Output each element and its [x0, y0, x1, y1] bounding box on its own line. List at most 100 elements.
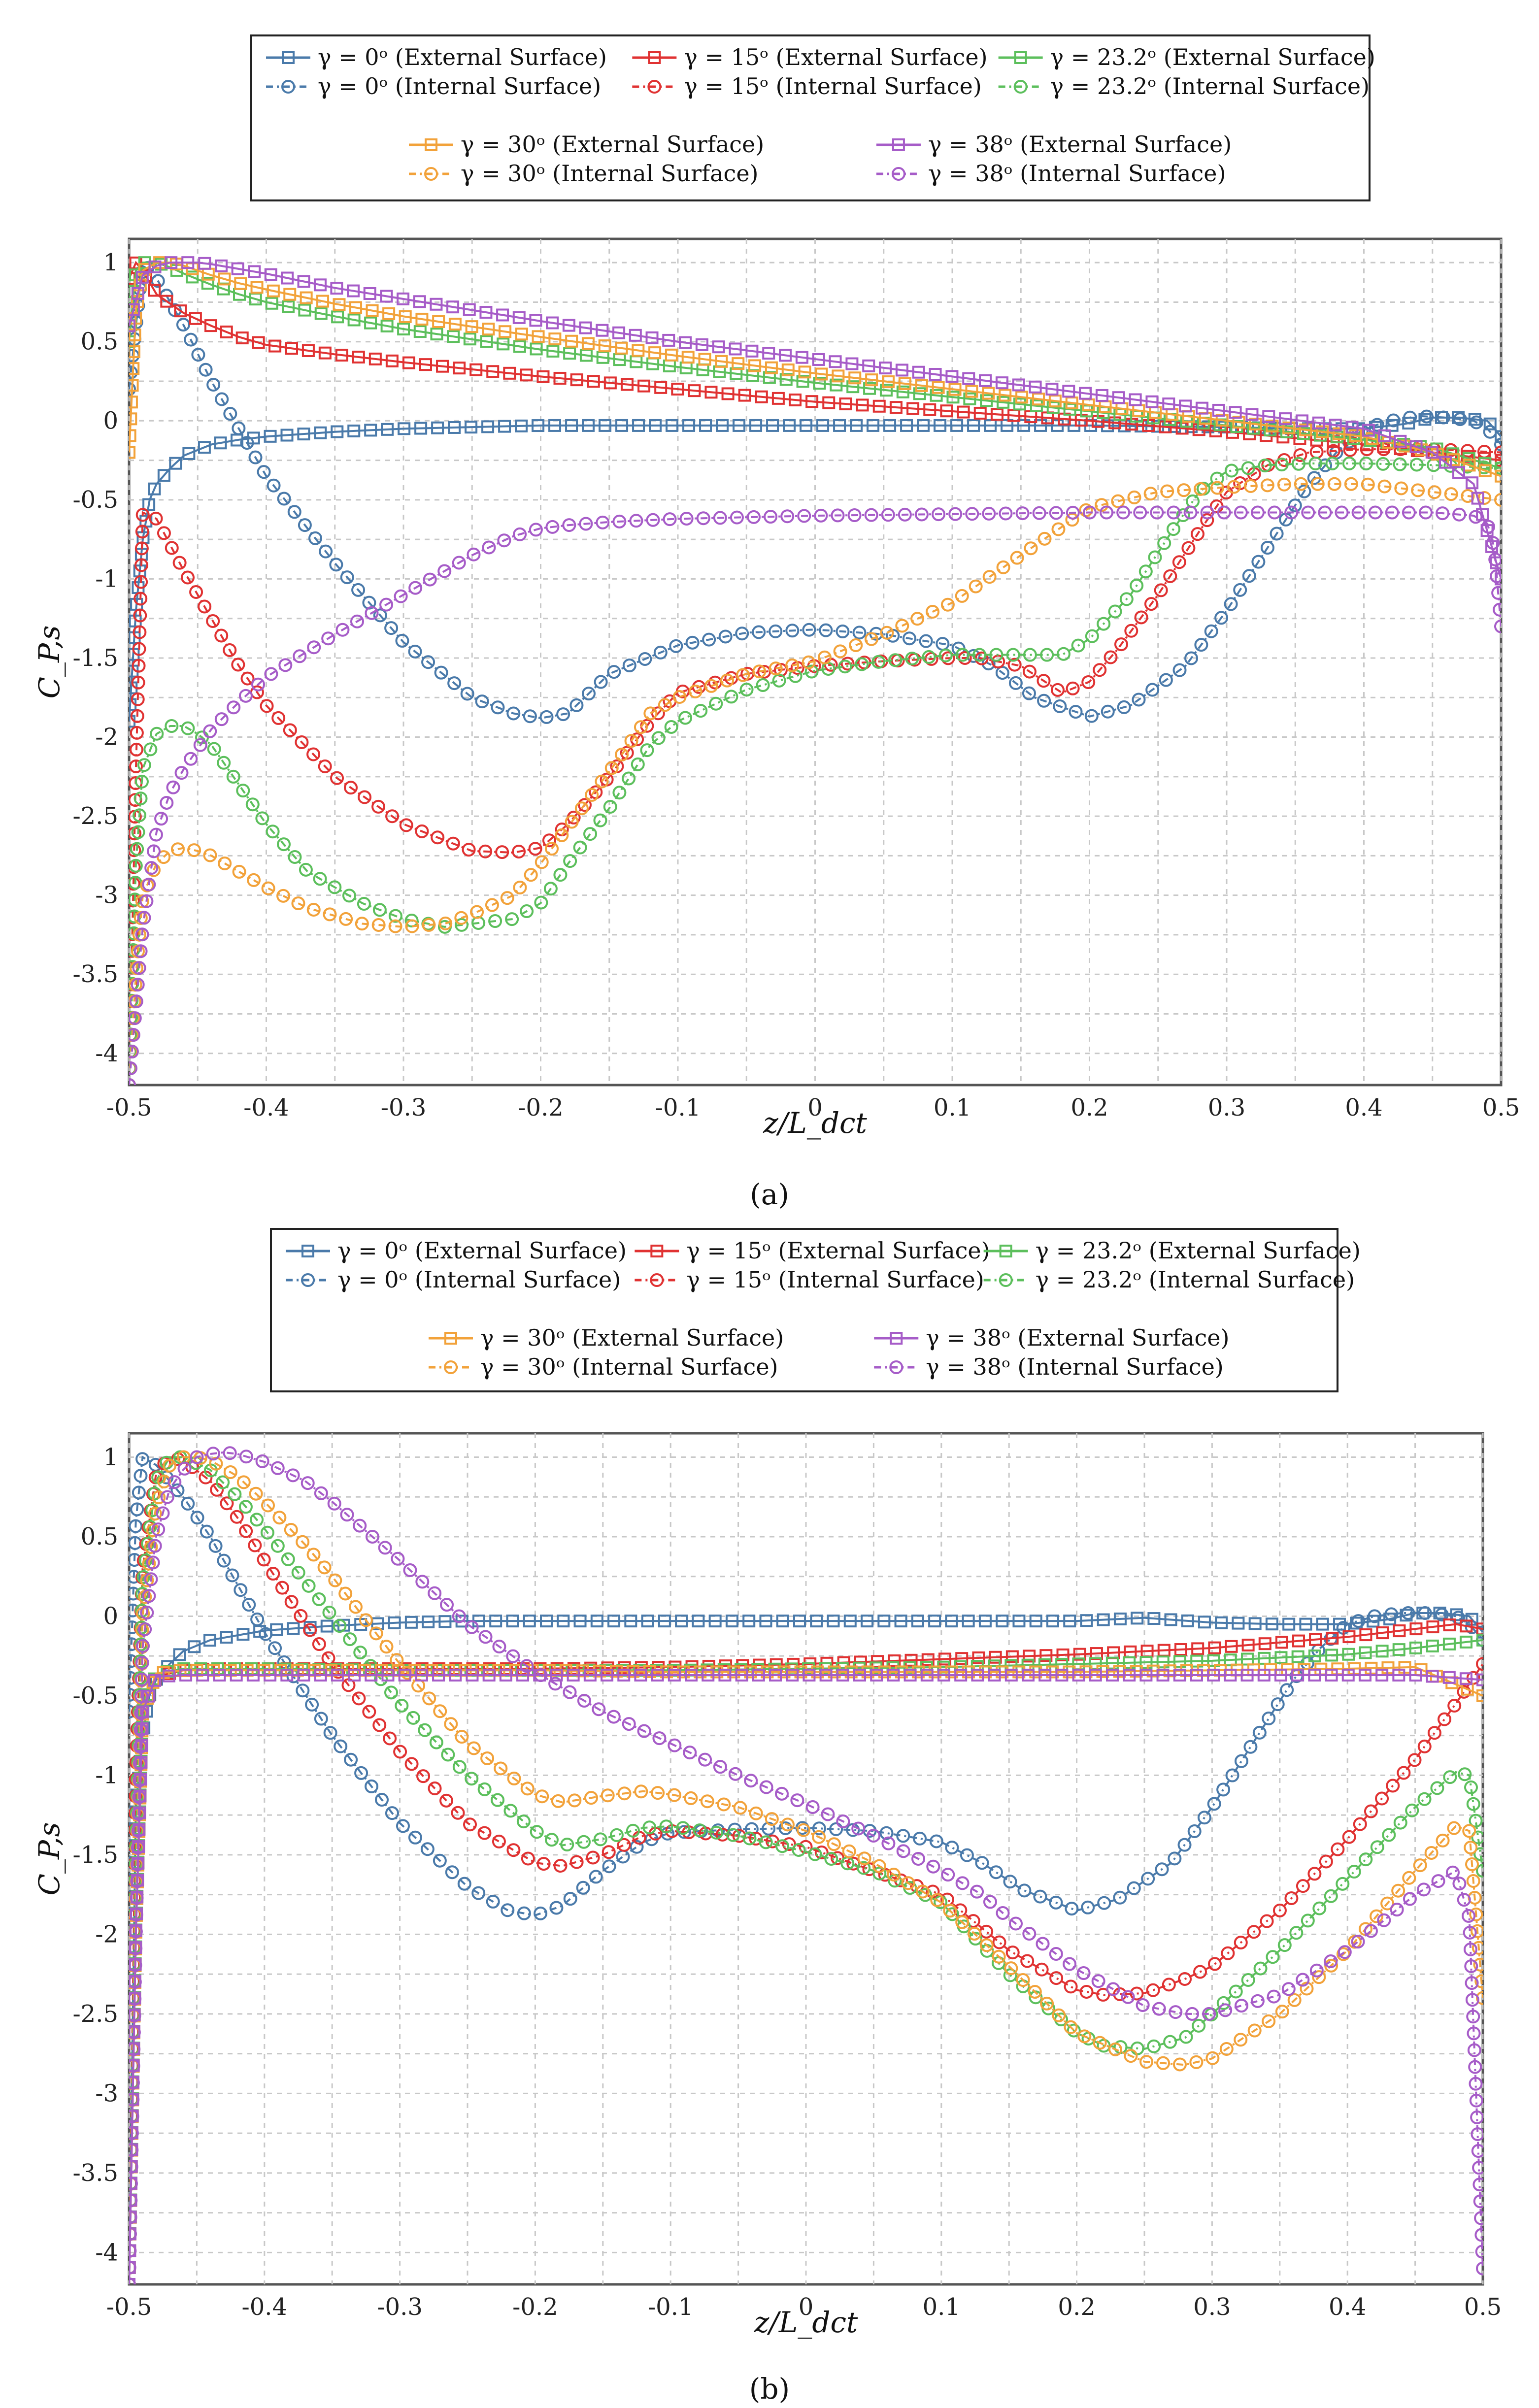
square-marker [444, 1332, 457, 1345]
circle-marker [955, 648, 970, 662]
circle-marker [433, 1704, 447, 1718]
circle-marker [260, 699, 274, 713]
circle-marker [569, 1855, 584, 1869]
circle-marker [134, 575, 148, 589]
series-line [129, 1674, 1483, 2284]
circle-marker [1225, 1768, 1239, 1782]
square-marker [231, 433, 244, 447]
circle-marker [133, 808, 147, 823]
circle-marker [535, 855, 549, 869]
square-marker [1145, 395, 1159, 408]
circle-marker [1430, 1781, 1444, 1795]
circle-marker [664, 720, 678, 734]
circle-marker [1241, 461, 1255, 475]
circle-marker [206, 1447, 220, 1461]
circle-marker [189, 585, 203, 599]
circle-marker [266, 1567, 280, 1581]
legend-item: γ = 0ᵒ (External Surface) [286, 1237, 627, 1264]
circle-marker [1192, 2018, 1206, 2033]
square-marker [1426, 1620, 1439, 1634]
circle-marker [797, 509, 811, 523]
circle-marker [926, 605, 940, 619]
circle-marker [1162, 1978, 1176, 1992]
circle-marker [454, 918, 468, 932]
legend-item: γ = 30ᵒ (External Surface) [429, 1324, 784, 1351]
y-tick-label: -3 [95, 882, 118, 909]
square-marker [516, 1668, 530, 1682]
circle-marker [187, 843, 201, 858]
circle-marker [1096, 1987, 1110, 2002]
square-marker [498, 420, 511, 433]
square-marker [129, 429, 136, 442]
circle-marker [1111, 494, 1125, 508]
circle-marker [1176, 508, 1190, 522]
square-marker [1274, 1668, 1287, 1682]
square-marker [1048, 395, 1062, 408]
circle-marker [1084, 709, 1099, 723]
square-marker [1079, 1665, 1093, 1679]
circle-marker [1402, 505, 1416, 520]
circle-marker [562, 518, 576, 532]
square-marker [932, 381, 945, 394]
square-marker [1080, 1614, 1093, 1627]
circle-marker [312, 1637, 326, 1651]
circle-marker [1494, 437, 1501, 452]
circle-marker [172, 556, 187, 570]
circle-marker [335, 623, 350, 637]
square-marker [889, 401, 903, 414]
square-marker [436, 360, 449, 373]
circle-marker [659, 1819, 673, 1834]
circle-marker [989, 1865, 1003, 1880]
circle-marker [238, 689, 253, 703]
square-marker [268, 339, 282, 353]
circle-marker [1022, 1927, 1037, 1941]
square-marker [1297, 427, 1310, 440]
circle-marker [1082, 505, 1097, 520]
square-marker [1105, 1668, 1119, 1682]
circle-marker [1202, 2007, 1216, 2021]
circle-marker [817, 650, 832, 664]
circle-marker [790, 1793, 804, 1808]
square-marker [1113, 1665, 1126, 1678]
square-marker [548, 332, 562, 346]
square-marker [626, 1665, 639, 1678]
circle-marker [1277, 477, 1291, 492]
square-marker [333, 298, 346, 311]
circle-marker [454, 911, 468, 925]
y-tick-label: -4 [95, 2239, 118, 2266]
square-marker [887, 1668, 900, 1682]
circle-marker [1377, 1913, 1391, 1927]
circle-marker [231, 658, 245, 672]
circle-marker [513, 880, 527, 894]
circle-marker [130, 726, 144, 740]
square-marker [865, 373, 878, 387]
legend-label: γ = 0ᵒ (External Surface) [337, 1237, 627, 1264]
circle-marker [135, 894, 149, 908]
y-tick-label: -3.5 [72, 960, 118, 988]
square-marker [1330, 430, 1343, 444]
series-line [129, 1456, 1483, 2284]
square-marker [982, 387, 995, 400]
circle-marker [1141, 1872, 1155, 1886]
circle-marker [584, 1791, 598, 1805]
square-marker [1248, 1617, 1262, 1630]
circle-marker [1308, 456, 1323, 470]
circle-marker [802, 623, 816, 637]
square-marker [1326, 1631, 1339, 1645]
square-marker [301, 1245, 314, 1257]
square-marker [270, 1623, 283, 1636]
square-marker [1062, 385, 1075, 398]
square-marker [388, 1616, 401, 1629]
circle-marker [268, 1641, 282, 1655]
square-marker [142, 498, 156, 511]
circle-marker [1463, 1925, 1477, 1940]
circle-marker [396, 1819, 410, 1833]
circle-marker [378, 1541, 392, 1555]
circle-marker [395, 633, 409, 648]
circle-marker [1447, 1699, 1462, 1713]
square-marker [314, 426, 327, 439]
square-marker [486, 365, 500, 378]
circle-marker [1003, 1968, 1017, 1982]
square-marker [148, 260, 162, 273]
square-marker [710, 1665, 724, 1679]
